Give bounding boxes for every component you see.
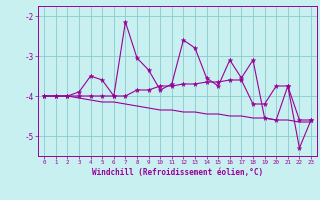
X-axis label: Windchill (Refroidissement éolien,°C): Windchill (Refroidissement éolien,°C) xyxy=(92,168,263,177)
